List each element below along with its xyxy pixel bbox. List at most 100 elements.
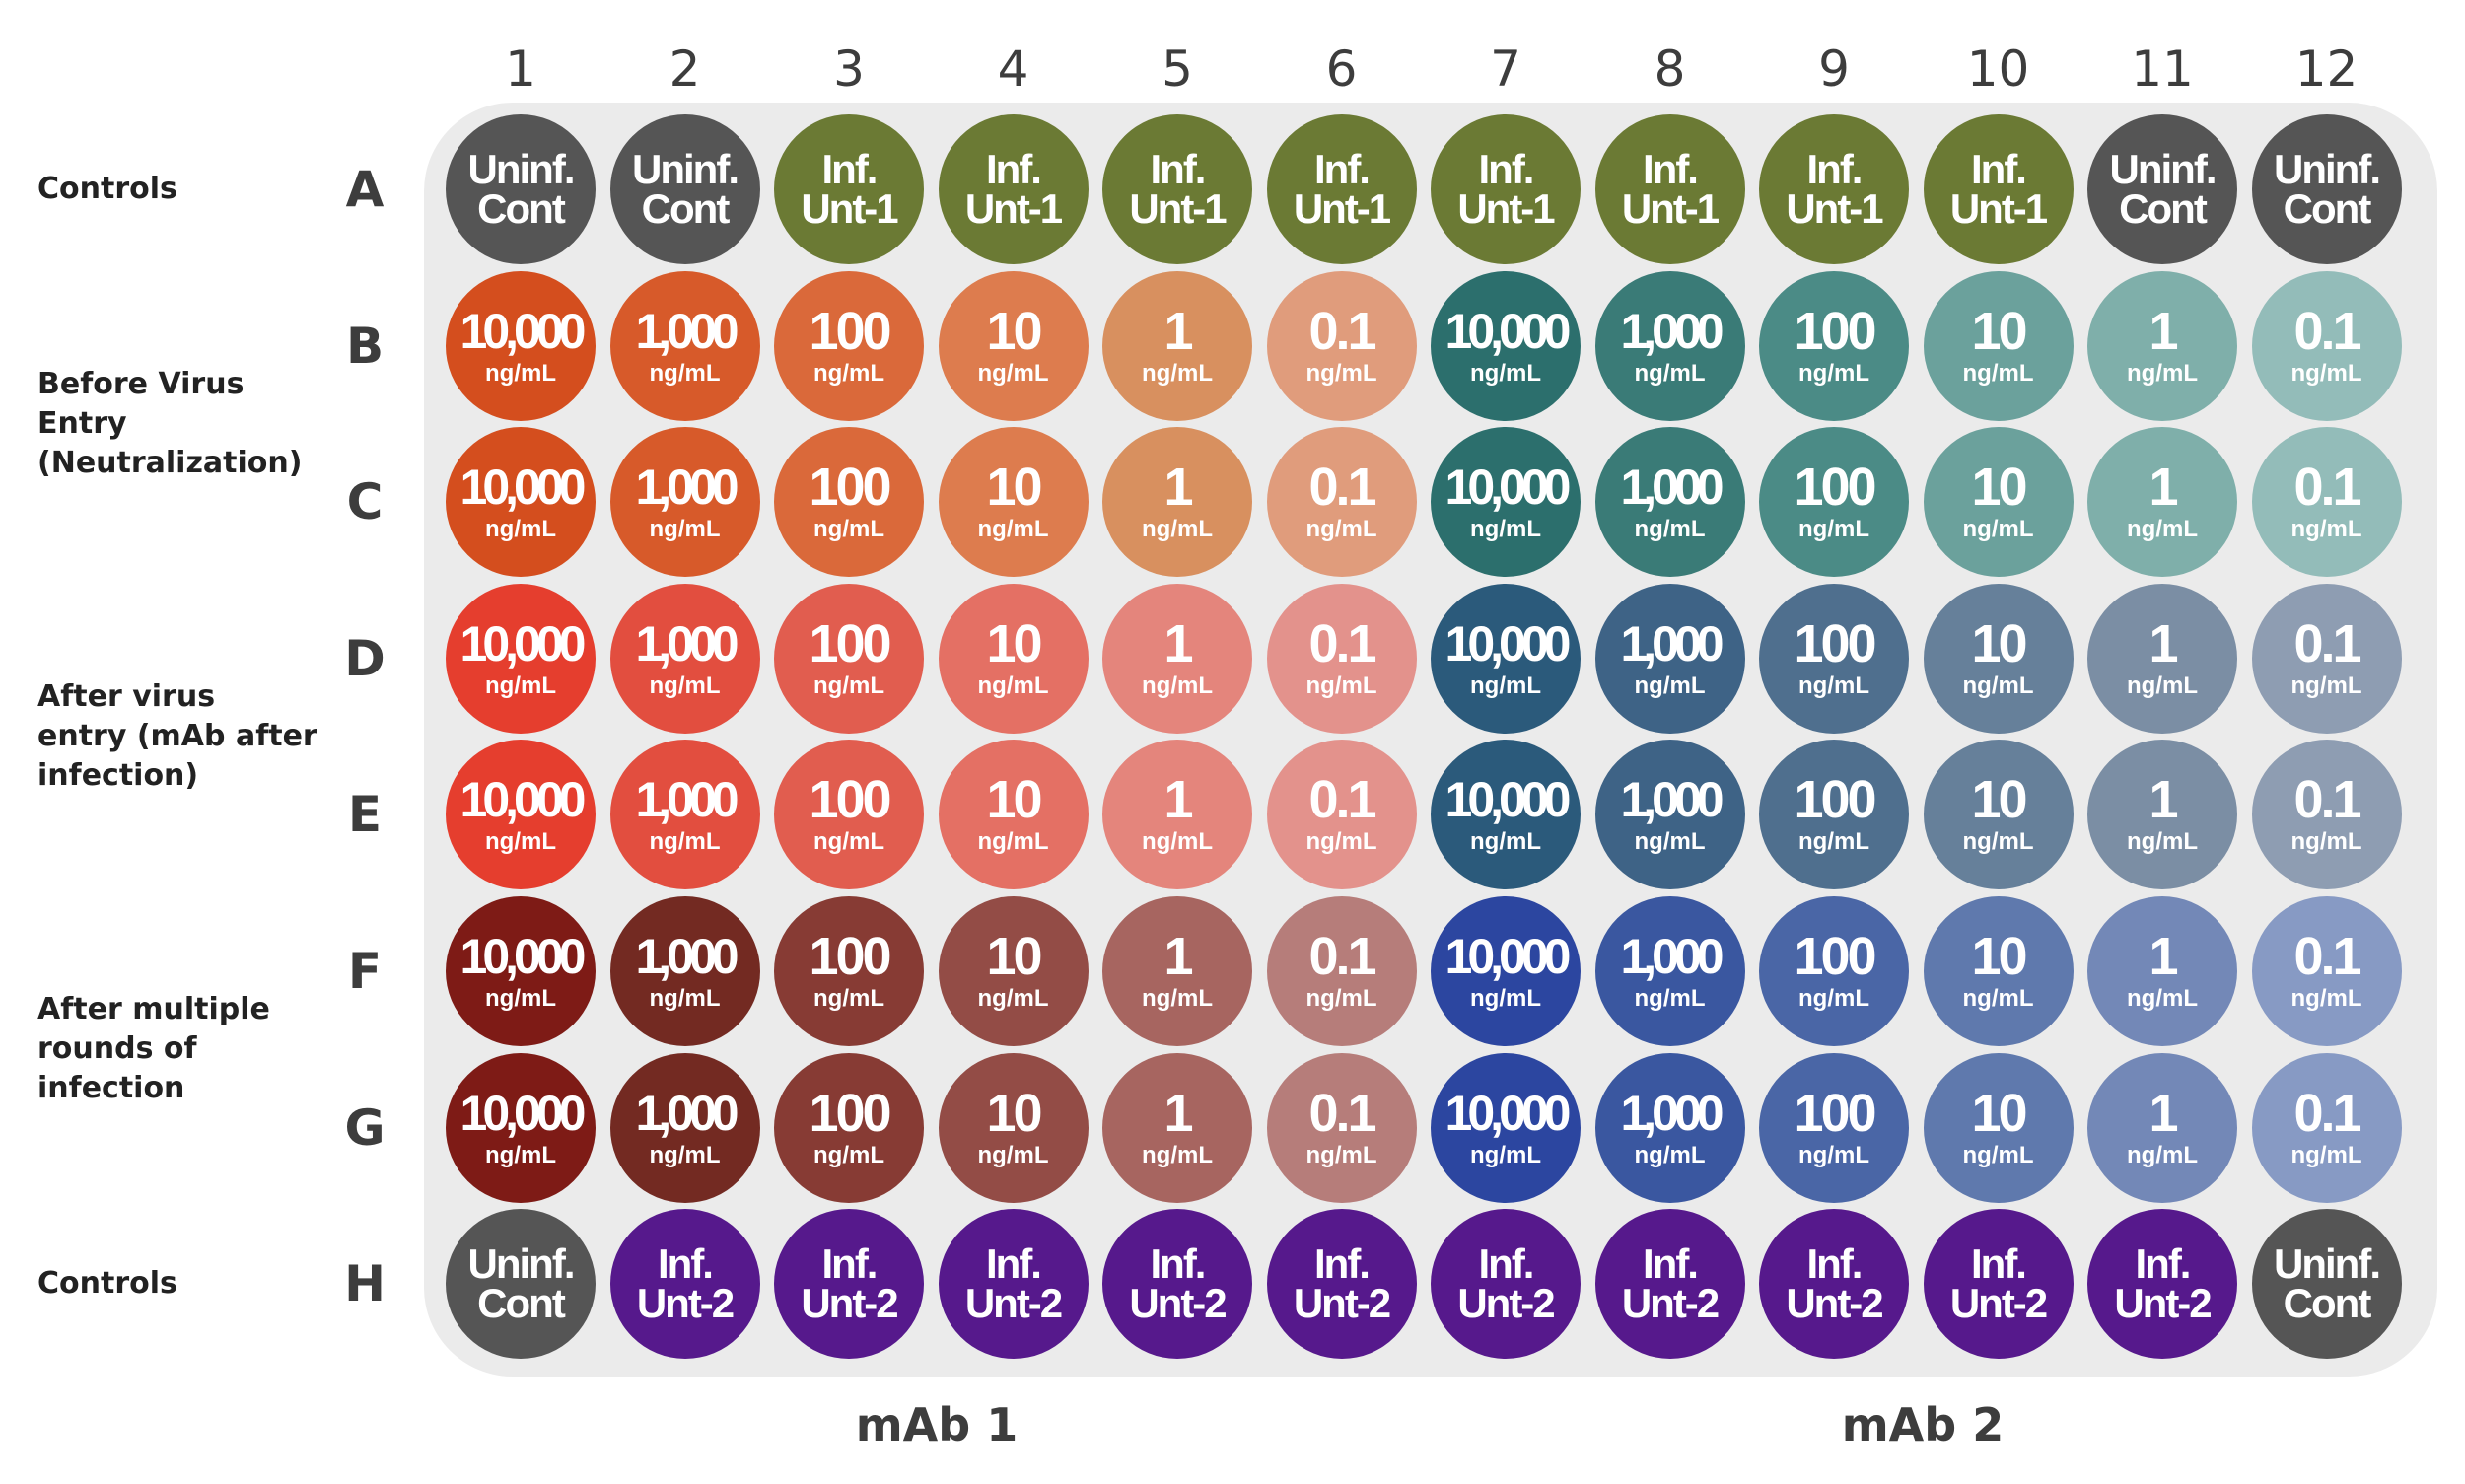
well-control-label: Inf. [821,1240,879,1288]
well-control-label: Unt-1 [1621,185,1720,232]
controls-bottom-label: Controls [37,1266,177,1302]
well-concentration: 1 [2148,613,2178,673]
well-concentration: 100 [809,770,891,830]
well-control-label: Inf. [2135,1240,2192,1288]
well-B12: 0.1 ng/mL [2251,270,2402,421]
well-F6: 0.1 ng/mL [1266,896,1417,1046]
well-unit: ng/mL [1634,671,1706,699]
well-B3: 100 ng/mL [774,270,924,421]
well-B7: 10,000 ng/mL [1431,270,1581,421]
well-control-label: Unt-2 [1129,1280,1227,1327]
well-C6: 0.1 ng/mL [1266,427,1417,578]
well-unit: ng/mL [1962,985,2034,1012]
row-letter-D: D [344,629,386,687]
well-unit: ng/mL [1142,1141,1213,1168]
well-B5: 1 ng/mL [1102,270,1252,421]
well-concentration: 10,000 [459,1085,587,1141]
well-control-label: Unt-2 [801,1280,898,1327]
well-control-label: Unt-2 [1457,1280,1555,1327]
well-control-label: Unt-1 [1949,185,2048,232]
well-concentration: 10,000 [459,459,587,516]
well-E2: 1,000 ng/mL [609,740,760,890]
well-concentration: 10 [1971,1083,2027,1143]
well-E8: 1,000 ng/mL [1594,740,1745,890]
well-control-label: Cont [2283,185,2372,232]
column-number-4: 4 [997,40,1029,98]
well-A5-control: Inf. Unt-1 [1102,114,1252,264]
well-C1: 10,000 ng/mL [446,427,596,578]
well-E10: 10 ng/mL [1923,740,2074,890]
well-G11: 1 ng/mL [2087,1052,2237,1203]
well-unit: ng/mL [2127,985,2198,1012]
well-unit: ng/mL [977,359,1049,387]
well-control-label: Unt-2 [1621,1280,1720,1327]
well-unit: ng/mL [2290,828,2362,856]
well-C11: 1 ng/mL [2087,427,2237,578]
well-C7: 10,000 ng/mL [1431,427,1581,578]
well-unit: ng/mL [1798,671,1869,699]
well-C10: 10 ng/mL [1923,427,2074,578]
multiple-rounds-label: After multiple rounds of infection [37,992,270,1106]
well-unit: ng/mL [1470,671,1541,699]
well-E7: 10,000 ng/mL [1431,740,1581,890]
well-concentration: 10,000 [459,772,587,828]
well-concentration: 100 [1794,1083,1876,1143]
well-unit: ng/mL [2290,671,2362,699]
well-control-label: Inf. [986,146,1042,192]
mab-1-label: mAb 1 [855,1398,1019,1451]
well-unit: ng/mL [649,1141,721,1168]
well-unit: ng/mL [977,985,1049,1012]
well-concentration: 100 [1794,927,1876,986]
well-unit: ng/mL [977,828,1049,856]
after-virus-entry-label: After virus entry (mAb after infection) [37,679,317,794]
well-unit: ng/mL [1634,828,1706,856]
well-concentration: 10 [1971,301,2027,361]
well-D1: 10,000 ng/mL [446,583,596,734]
well-unit: ng/mL [2127,359,2198,387]
well-A9-control: Inf. Unt-1 [1759,114,1909,264]
well-E1: 10,000 ng/mL [446,740,596,890]
well-control-label: Unt-2 [1293,1280,1391,1327]
well-unit: ng/mL [2127,671,2198,699]
well-H11-control: Inf. Unt-2 [2087,1209,2237,1360]
well-unit: ng/mL [649,516,721,543]
well-unit: ng/mL [1798,828,1869,856]
column-number-1: 1 [505,40,536,98]
well-concentration: 10 [986,770,1042,830]
well-unit: ng/mL [1962,671,2034,699]
well-unit: ng/mL [1305,1141,1377,1168]
well-control-label: Uninf. [2274,146,2381,192]
well-concentration: 0.1 [2293,1083,2361,1143]
well-unit: ng/mL [649,671,721,699]
well-unit: ng/mL [1142,985,1213,1012]
well-control-label: Cont [477,185,566,232]
well-concentration: 10 [1971,927,2027,986]
well-concentration: 1 [2148,770,2178,830]
well-A10-control: Inf. Unt-1 [1923,114,2074,264]
well-control-label: Unt-1 [1457,185,1555,232]
well-unit: ng/mL [485,985,556,1012]
well-B2: 1,000 ng/mL [609,270,760,421]
well-D7: 10,000 ng/mL [1431,583,1581,734]
well-A3-control: Inf. Unt-1 [774,114,924,264]
mab-2-label: mAb 2 [1841,1398,2005,1451]
well-F1: 10,000 ng/mL [446,896,596,1046]
well-unit: ng/mL [1142,516,1213,543]
well-control-label: Inf. [1971,1240,2027,1288]
well-B9: 100 ng/mL [1759,270,1909,421]
well-concentration: 100 [1794,770,1876,830]
well-concentration: 1 [2148,458,2178,518]
column-number-11: 11 [2131,40,2194,98]
well-concentration: 10,000 [1444,459,1572,516]
well-control-label: Uninf. [632,146,740,192]
well-concentration: 10 [986,301,1042,361]
well-unit: ng/mL [977,1141,1049,1168]
well-F9: 100 ng/mL [1759,896,1909,1046]
well-unit: ng/mL [2290,1141,2362,1168]
well-H1-control: Uninf. Cont [446,1209,596,1360]
well-control-label: Unt-1 [1293,185,1391,232]
well-concentration: 0.1 [1308,301,1376,361]
well-unit: ng/mL [1470,828,1541,856]
well-unit: ng/mL [1305,985,1377,1012]
well-unit: ng/mL [977,671,1049,699]
